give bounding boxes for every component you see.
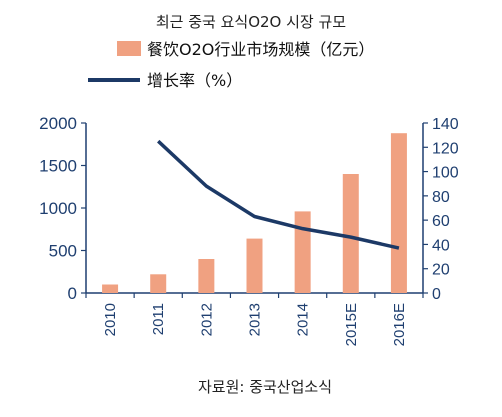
bar-2013 [246,238,263,293]
right-tick-label: 40 [432,237,450,254]
x-tick-label: 2011 [150,303,167,335]
bar-2011 [150,274,167,293]
right-axis-ticks: 0 20 40 60 80 100 120 140 [423,116,459,303]
right-tick-label: 60 [432,213,450,230]
source-note: 자료원: 중국산업소식 [198,378,332,396]
left-tick-label: 2000 [39,114,77,133]
left-tick-label: 0 [68,284,77,303]
legend-swatch-bar [117,41,141,56]
growth-rate-line [157,139,400,250]
bar-2010 [102,284,119,293]
right-tick-label: 20 [432,262,450,279]
bar-2012 [198,259,215,293]
right-tick-label: 140 [432,116,459,133]
line-series [157,139,400,250]
x-tick-label: 2015E [343,303,360,346]
chart-title: 최근 중국 요식O2O 시장 규모 [156,13,346,31]
right-tick-label: 100 [432,165,459,182]
x-tick-label: 2012 [198,303,215,336]
left-axis-ticks: 0 500 1000 1500 2000 [39,114,86,303]
x-axis-ticks: 2010 2011 2012 2013 2014 2015E 2016E [85,293,424,346]
x-tick-label: 2010 [102,303,119,336]
plot-area: 0 500 1000 1500 2000 0 20 40 60 80 100 120 140 2010… [39,114,459,346]
left-tick-label: 500 [49,242,77,261]
right-tick-label: 120 [432,140,459,157]
right-tick-label: 0 [432,286,441,303]
bar-2015E [342,174,359,293]
legend-label-bar: 餐饮O2O行业市场规模（亿元） [147,40,374,59]
x-tick-label: 2016E [391,303,408,346]
bar-2016E [390,133,407,293]
bar-2014 [294,211,311,293]
left-tick-label: 1500 [39,157,77,176]
left-tick-label: 1000 [39,199,77,218]
legend-label-line: 增长率（%） [147,71,242,90]
bar-series [102,133,407,293]
x-tick-label: 2014 [295,303,312,336]
right-tick-label: 80 [432,189,450,206]
x-tick-label: 2013 [247,303,264,336]
legend: 餐饮O2O行业市场规模（亿元） 增长率（%） [88,40,374,90]
